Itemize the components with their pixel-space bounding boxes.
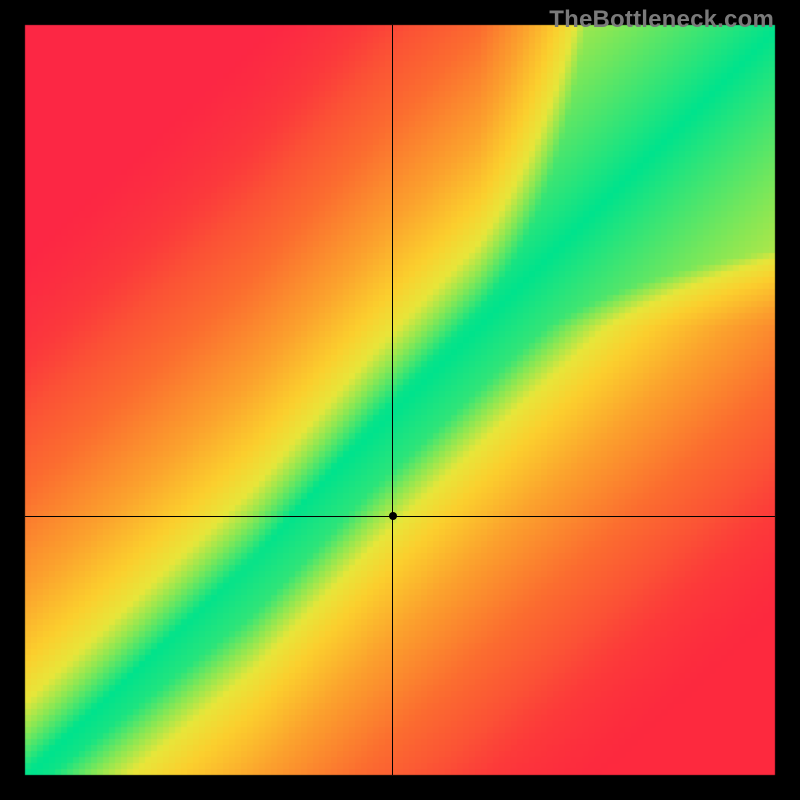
- heatmap-canvas: [0, 0, 800, 800]
- chart-container: TheBottleneck.com: [0, 0, 800, 800]
- crosshair-horizontal: [25, 516, 775, 517]
- crosshair-marker: [389, 512, 397, 520]
- watermark-text: TheBottleneck.com: [549, 6, 774, 34]
- crosshair-vertical: [392, 25, 393, 775]
